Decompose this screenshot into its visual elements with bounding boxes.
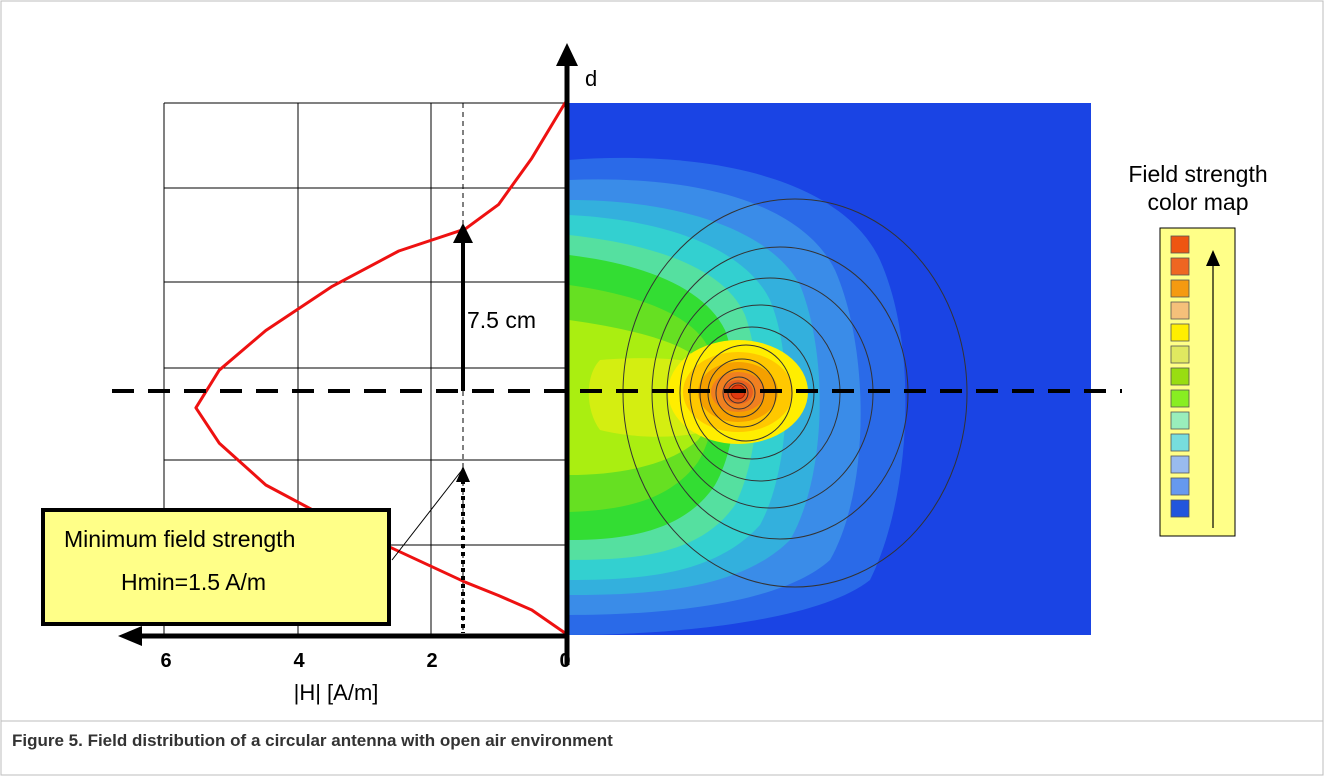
y-axis-label: d (585, 66, 597, 91)
x-tick-label: 2 (426, 650, 437, 672)
lower-range-arrow-head (456, 466, 470, 482)
callout-title: Minimum field strength (64, 526, 295, 552)
x-axis-arrow (118, 626, 142, 646)
colormap-title-line1: Field strength (1128, 161, 1267, 187)
colormap-swatch (1170, 323, 1190, 342)
x-tick-label: 6 (160, 650, 171, 672)
colormap-swatch (1170, 499, 1190, 518)
colormap-swatches (1170, 235, 1190, 518)
x-axis-ticks: 6 4 2 0 (160, 650, 570, 672)
range-arrow-head (453, 223, 473, 243)
colormap-swatch (1170, 367, 1190, 386)
callout-value: Hmin=1.5 A/m (121, 569, 266, 595)
x-axis-label: |H| [A/m] (294, 680, 379, 705)
colormap-title-line2: color map (1148, 189, 1249, 215)
colormap-swatch (1170, 257, 1190, 276)
colormap-swatch (1170, 235, 1190, 254)
colormap-swatch (1170, 477, 1190, 496)
colormap-swatch (1170, 345, 1190, 364)
colormap-swatch (1170, 433, 1190, 452)
distance-label: 7.5 cm (467, 307, 536, 333)
field-strength-map (569, 103, 1091, 635)
x-tick-label: 4 (293, 650, 305, 672)
colormap-swatch (1170, 301, 1190, 320)
figure-caption: Figure 5. Field distribution of a circul… (12, 731, 613, 750)
callout-pointer (391, 469, 463, 561)
colormap-swatch (1170, 389, 1190, 408)
minimum-field-callout: Minimum field strength Hmin=1.5 A/m (41, 508, 391, 626)
y-axis-arrow (556, 43, 578, 66)
colormap-swatch (1170, 279, 1190, 298)
colormap-swatch (1170, 411, 1190, 430)
x-tick-label: 0 (559, 650, 570, 672)
field-strength-curve (194, 101, 567, 635)
colormap-swatch (1170, 455, 1190, 474)
colormap-arrow-head (1206, 250, 1220, 266)
